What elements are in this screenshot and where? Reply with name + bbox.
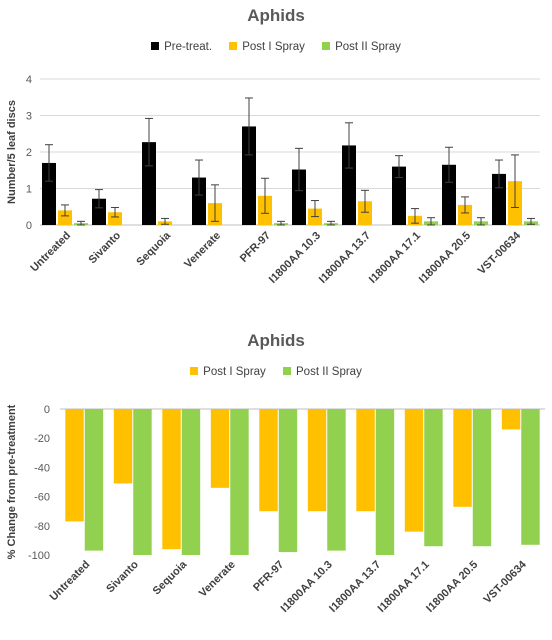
bar: [458, 204, 472, 225]
legend-item-pre-treat: Pre-treat.: [151, 41, 212, 53]
legend-label: Post I Spray: [242, 41, 305, 53]
y-tick-label: 4: [26, 74, 32, 86]
bar: [453, 409, 472, 507]
bar: [162, 409, 181, 550]
legend-swatch: [322, 42, 331, 50]
category-label: VST-00634: [476, 229, 524, 277]
y-tick-label: -40: [34, 462, 50, 474]
legend-item-post-i: Post I Spray: [190, 366, 266, 378]
chart-legend: Post I Spray Post II Spray: [0, 366, 552, 378]
legend-label: Pre-treat.: [164, 41, 213, 53]
legend-swatch: [283, 367, 291, 375]
bar: [278, 409, 298, 553]
legend-swatch: [151, 42, 160, 50]
bar: [404, 409, 424, 532]
y-axis-label: Number/5 leaf discs: [6, 100, 18, 204]
bar: [181, 409, 201, 555]
bar: [259, 409, 278, 512]
bar: [472, 409, 492, 547]
aphid-percent-change-chart: Aphids Post I Spray Post II Spray 0 -20 -4…: [0, 325, 552, 640]
category-label: Sivanto: [87, 229, 124, 266]
bar: [133, 409, 152, 555]
legend-label: Post I Spray: [203, 366, 266, 378]
category-label: Sivanto: [104, 558, 141, 595]
bar: [375, 409, 395, 555]
legend-swatch: [229, 42, 238, 50]
legend-label: Post II Spray: [296, 366, 362, 378]
bar: [358, 201, 372, 225]
y-tick-label: -80: [34, 521, 50, 533]
bar: [92, 198, 106, 225]
category-label: VST-00634: [481, 558, 529, 606]
category-label: I1800AA 17.1: [367, 230, 423, 286]
bar: [108, 212, 122, 225]
bar: [292, 169, 306, 225]
bar: [192, 177, 206, 225]
y-axis-label: % Change from pre-treatment: [6, 404, 18, 559]
chart-title: Aphids: [247, 6, 305, 25]
y-tick-label: -100: [28, 550, 50, 562]
legend-item-post-ii: Post II Spray: [322, 41, 401, 53]
bar: [442, 164, 456, 225]
y-tick-label: 1: [26, 184, 32, 196]
bar: [342, 145, 356, 225]
bar: [327, 409, 346, 551]
y-tick-label: -60: [34, 492, 50, 504]
bar: [42, 162, 56, 225]
category-label: I1800AA 10.3: [267, 230, 323, 286]
chart-legend: Pre-treat. Post I Spray Post II Spray: [0, 41, 552, 53]
y-tick-label: 2: [26, 147, 32, 159]
category-label: PFR-97: [238, 230, 273, 265]
bar: [84, 409, 104, 551]
bar: [307, 409, 327, 512]
legend-swatch: [190, 367, 199, 375]
bar: [113, 409, 133, 484]
legend-label: Post II Spray: [335, 41, 401, 53]
chart-plot-area: 0 -20 -40 -60 -80 -100 % Change from pre-treat…: [6, 404, 545, 615]
bar: [242, 126, 256, 225]
category-label: Venerate: [197, 559, 238, 600]
category-label: Sequoia: [151, 558, 190, 597]
bar: [210, 409, 230, 488]
legend-item-post-i: Post I Spray: [229, 41, 305, 53]
bar: [65, 409, 84, 522]
category-label: I1800AA 13.7: [317, 230, 373, 286]
bar: [392, 166, 406, 225]
y-tick-label: 3: [26, 111, 32, 123]
bar: [492, 173, 506, 225]
bar: [521, 409, 540, 545]
bar: [424, 409, 443, 547]
category-label: Untreated: [48, 559, 93, 604]
bar: [142, 142, 156, 225]
bar: [501, 409, 521, 430]
category-label: I1800AA 20.5: [424, 559, 480, 615]
chart-title: Aphids: [247, 331, 305, 350]
category-label: PFR-97: [251, 559, 286, 594]
category-label: Untreated: [28, 230, 73, 275]
chart-plot-area: 0 1 2 3 4 Number/5 leaf discs Untreated Sivanto…: [6, 74, 540, 286]
category-label: Venerate: [182, 230, 223, 271]
category-label: I1800AA 20.5: [417, 230, 473, 286]
bar: [58, 210, 72, 225]
aphid-count-chart: Aphids Pre-treat. Post I Spray Post II S…: [0, 0, 552, 315]
category-label: Sequoia: [134, 229, 173, 268]
y-tick-label: -20: [34, 433, 50, 445]
bar: [356, 409, 375, 512]
legend-item-post-ii: Post II Spray: [283, 366, 362, 378]
bar: [230, 409, 249, 555]
y-tick-label: 0: [26, 220, 32, 232]
y-tick-label: 0: [44, 404, 50, 416]
